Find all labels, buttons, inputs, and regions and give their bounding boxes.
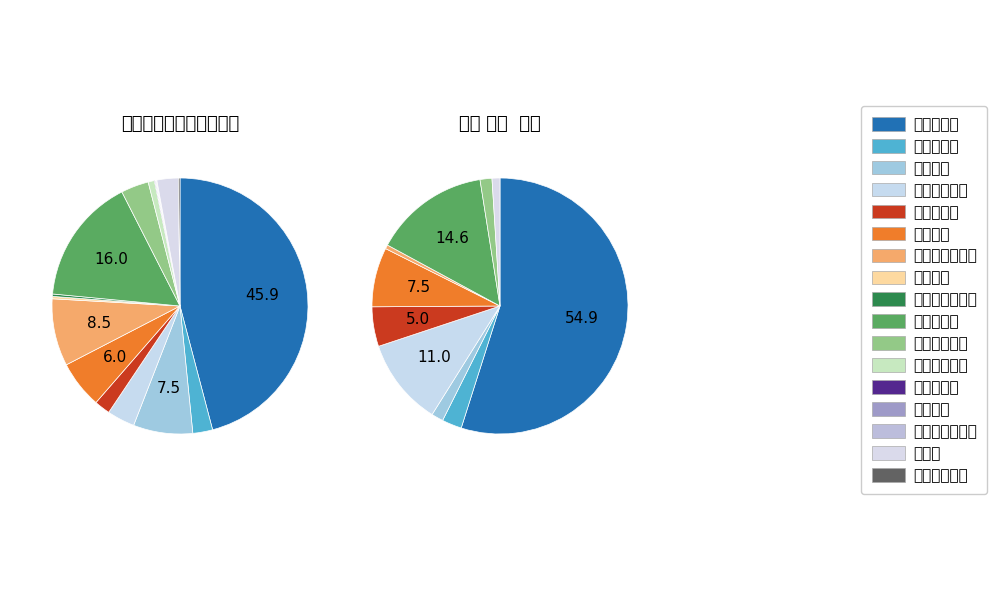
Text: 14.6: 14.6 (435, 230, 469, 245)
Text: 7.5: 7.5 (407, 280, 431, 295)
Wedge shape (480, 178, 500, 306)
Text: 11.0: 11.0 (418, 350, 451, 365)
Wedge shape (66, 306, 180, 403)
Wedge shape (386, 245, 500, 306)
Wedge shape (148, 181, 180, 306)
Text: 7.5: 7.5 (157, 381, 181, 396)
Title: 角中 勝也  選手: 角中 勝也 選手 (459, 115, 541, 133)
Text: 45.9: 45.9 (246, 288, 279, 303)
Wedge shape (372, 248, 500, 307)
Wedge shape (52, 294, 180, 306)
Text: 6.0: 6.0 (102, 350, 127, 365)
Wedge shape (157, 178, 180, 306)
Wedge shape (96, 306, 180, 412)
Wedge shape (155, 180, 180, 306)
Wedge shape (154, 181, 180, 306)
Wedge shape (492, 178, 500, 306)
Wedge shape (443, 306, 500, 428)
Wedge shape (122, 182, 180, 306)
Wedge shape (52, 299, 180, 365)
Wedge shape (387, 179, 500, 306)
Wedge shape (109, 306, 180, 425)
Wedge shape (178, 178, 180, 306)
Wedge shape (52, 296, 180, 306)
Wedge shape (156, 180, 180, 306)
Wedge shape (432, 306, 500, 421)
Wedge shape (134, 306, 193, 434)
Wedge shape (372, 306, 500, 346)
Wedge shape (180, 178, 308, 430)
Text: 16.0: 16.0 (94, 252, 128, 267)
Wedge shape (461, 178, 628, 434)
Title: パ・リーグ全プレイヤー: パ・リーグ全プレイヤー (121, 115, 239, 133)
Text: 54.9: 54.9 (565, 311, 599, 326)
Wedge shape (180, 306, 213, 433)
Wedge shape (379, 306, 500, 415)
Text: 5.0: 5.0 (406, 312, 430, 327)
Wedge shape (53, 192, 180, 306)
Text: 8.5: 8.5 (87, 316, 111, 331)
Legend: ストレート, ツーシーム, シュート, カットボール, スプリット, フォーク, チェンジアップ, シンカー, 高速スライダー, スライダー, 縦スライダー, : ストレート, ツーシーム, シュート, カットボール, スプリット, フォーク,… (861, 106, 987, 494)
